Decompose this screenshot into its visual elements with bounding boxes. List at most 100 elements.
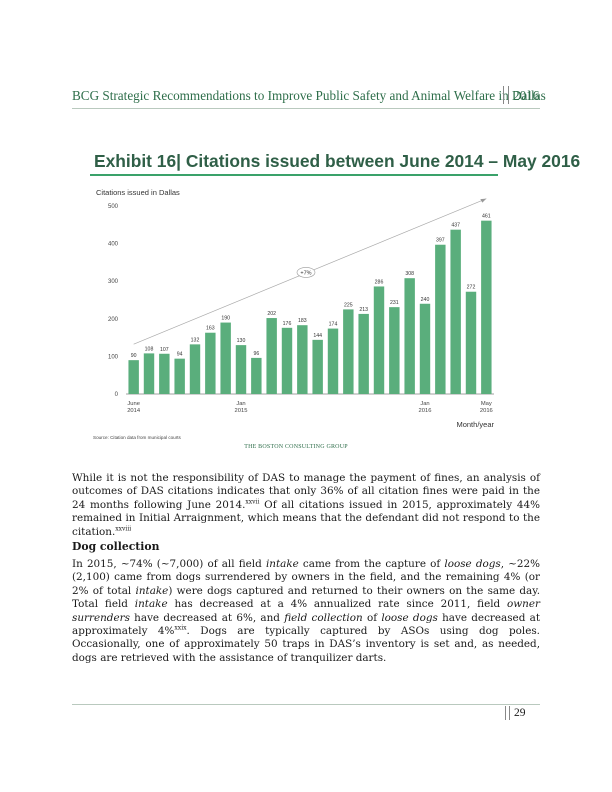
data-label: 461 (482, 214, 491, 220)
bar (343, 309, 354, 394)
p1-text-a: While it is not the responsibility of DA… (72, 472, 540, 511)
data-label: 231 (390, 300, 399, 306)
p2-text: has decreased at a 4% annualized rate si… (167, 598, 508, 611)
trend-badge (296, 267, 316, 278)
bar (450, 229, 461, 394)
exhibit-title: Exhibit 16| Citations issued between Jun… (94, 151, 581, 171)
exhibit-rule (90, 174, 498, 176)
p2-text: of (362, 611, 382, 624)
bar (404, 278, 415, 394)
data-label: 132 (191, 337, 200, 343)
data-label: 144 (313, 333, 322, 339)
p2-em: loose dogs (444, 558, 501, 570)
data-label: 107 (160, 347, 169, 353)
bar (358, 313, 369, 394)
data-label: 225 (344, 302, 353, 308)
y-tick-label: 500 (108, 204, 119, 210)
p2-text: In 2015, ~74% (~7,000) of all field (72, 558, 266, 570)
data-label: 213 (359, 307, 368, 313)
y-tick-label: 400 (108, 242, 119, 248)
y-tick-label: 200 (108, 317, 119, 323)
footer-divider (505, 706, 510, 720)
paragraph-dog-collection: In 2015, ~74% (~7,000) of all field inta… (72, 558, 540, 665)
p2-text: . Dogs are typically captured by ASOs us… (72, 625, 540, 664)
p2-em: intake (135, 584, 169, 597)
x-tick-label: Jan (420, 401, 429, 407)
chart-title: Citations issued in Dallas (96, 188, 180, 197)
p1-text-b: Of all citations issued in 2015, approxi… (72, 498, 540, 538)
header-title: BCG Strategic Recommendations to Improve… (72, 88, 546, 103)
data-label: 176 (283, 321, 292, 327)
bar (143, 353, 155, 394)
y-tick-label: 0 (115, 392, 119, 398)
bar (419, 303, 431, 394)
bar (327, 328, 339, 394)
x-tick-label: 2015 (235, 408, 248, 414)
bar (220, 322, 231, 394)
x-tick-label: 2016 (480, 408, 493, 414)
bar (312, 339, 323, 394)
p2-em: loose dogs (381, 611, 438, 624)
footer-rule (72, 704, 540, 705)
bar (159, 353, 170, 394)
data-label: 130 (237, 338, 246, 344)
y-axis: 0 100 200 300 400 500 (108, 204, 494, 398)
bcg-logo: THE BOSTON CONSULTING GROUP (244, 444, 348, 450)
bar (281, 327, 293, 394)
data-label: 163 (206, 326, 215, 332)
header-rule (72, 108, 540, 109)
section-heading: Dog collection (72, 540, 160, 553)
bars: 90 108 107 94 132 163 190 130 96 202 176 183 144 174 2… (128, 214, 492, 394)
footnote-ref: xxviii (115, 525, 132, 533)
data-label: 183 (298, 318, 307, 324)
bar (389, 307, 400, 394)
page-number: 29 (514, 707, 526, 719)
bar (189, 344, 201, 394)
y-tick-label: 100 (108, 354, 119, 360)
footnote-ref: xxix (174, 624, 187, 632)
page-header: BCG Strategic Recommendations to Improve… (72, 86, 546, 106)
header-year: 2016 (513, 88, 540, 103)
data-label: 94 (177, 352, 183, 358)
trend-arrowhead (480, 198, 487, 203)
p2-text: , ~22% (2,100) came from dogs surrendere… (72, 558, 540, 597)
p2-em: intake (134, 598, 168, 611)
data-label: 286 (375, 279, 384, 285)
data-label: 108 (145, 346, 154, 352)
p2-text: have decreased at 6%, and (129, 611, 285, 624)
p2-text: ) were dogs captured and returned to the… (72, 584, 540, 611)
citations-chart: Citations issued in Dallas 0 100 200 300 400… (93, 188, 494, 450)
x-tick-label: June (127, 401, 140, 407)
data-label: 202 (267, 311, 276, 317)
p2-text: have decreased at approximately 4% (72, 611, 540, 638)
data-label: 190 (221, 316, 230, 322)
y-tick-label: 300 (108, 279, 119, 285)
bar (174, 358, 185, 394)
p2-text: came from the capture of (298, 558, 445, 570)
bar (373, 286, 385, 394)
data-label: 272 (467, 285, 476, 291)
x-axis-label: Month/year (456, 420, 494, 429)
bar (297, 325, 308, 394)
data-label: 308 (405, 271, 414, 277)
bar (235, 345, 247, 394)
x-tick-label: 2016 (419, 408, 432, 414)
x-tick-label: Jan (236, 401, 245, 407)
bar (465, 291, 477, 394)
bar (128, 360, 139, 394)
trend-arrow: +7% (133, 198, 487, 345)
trend-label: +7% (300, 270, 311, 276)
paragraph-citations: While it is not the responsibility of DA… (72, 472, 540, 539)
header-divider (503, 86, 509, 104)
p2-em: owner surrenders (72, 598, 540, 624)
chart-source: Source: Citation data from municipal cou… (93, 435, 182, 440)
bar (435, 244, 446, 394)
bar (266, 318, 277, 394)
p2-em: intake (265, 558, 299, 570)
data-label: 437 (451, 223, 460, 229)
x-tick-label: 2014 (127, 408, 141, 414)
bar (481, 220, 492, 394)
data-label: 96 (253, 351, 259, 357)
footnote-ref: xxvii (245, 498, 260, 506)
